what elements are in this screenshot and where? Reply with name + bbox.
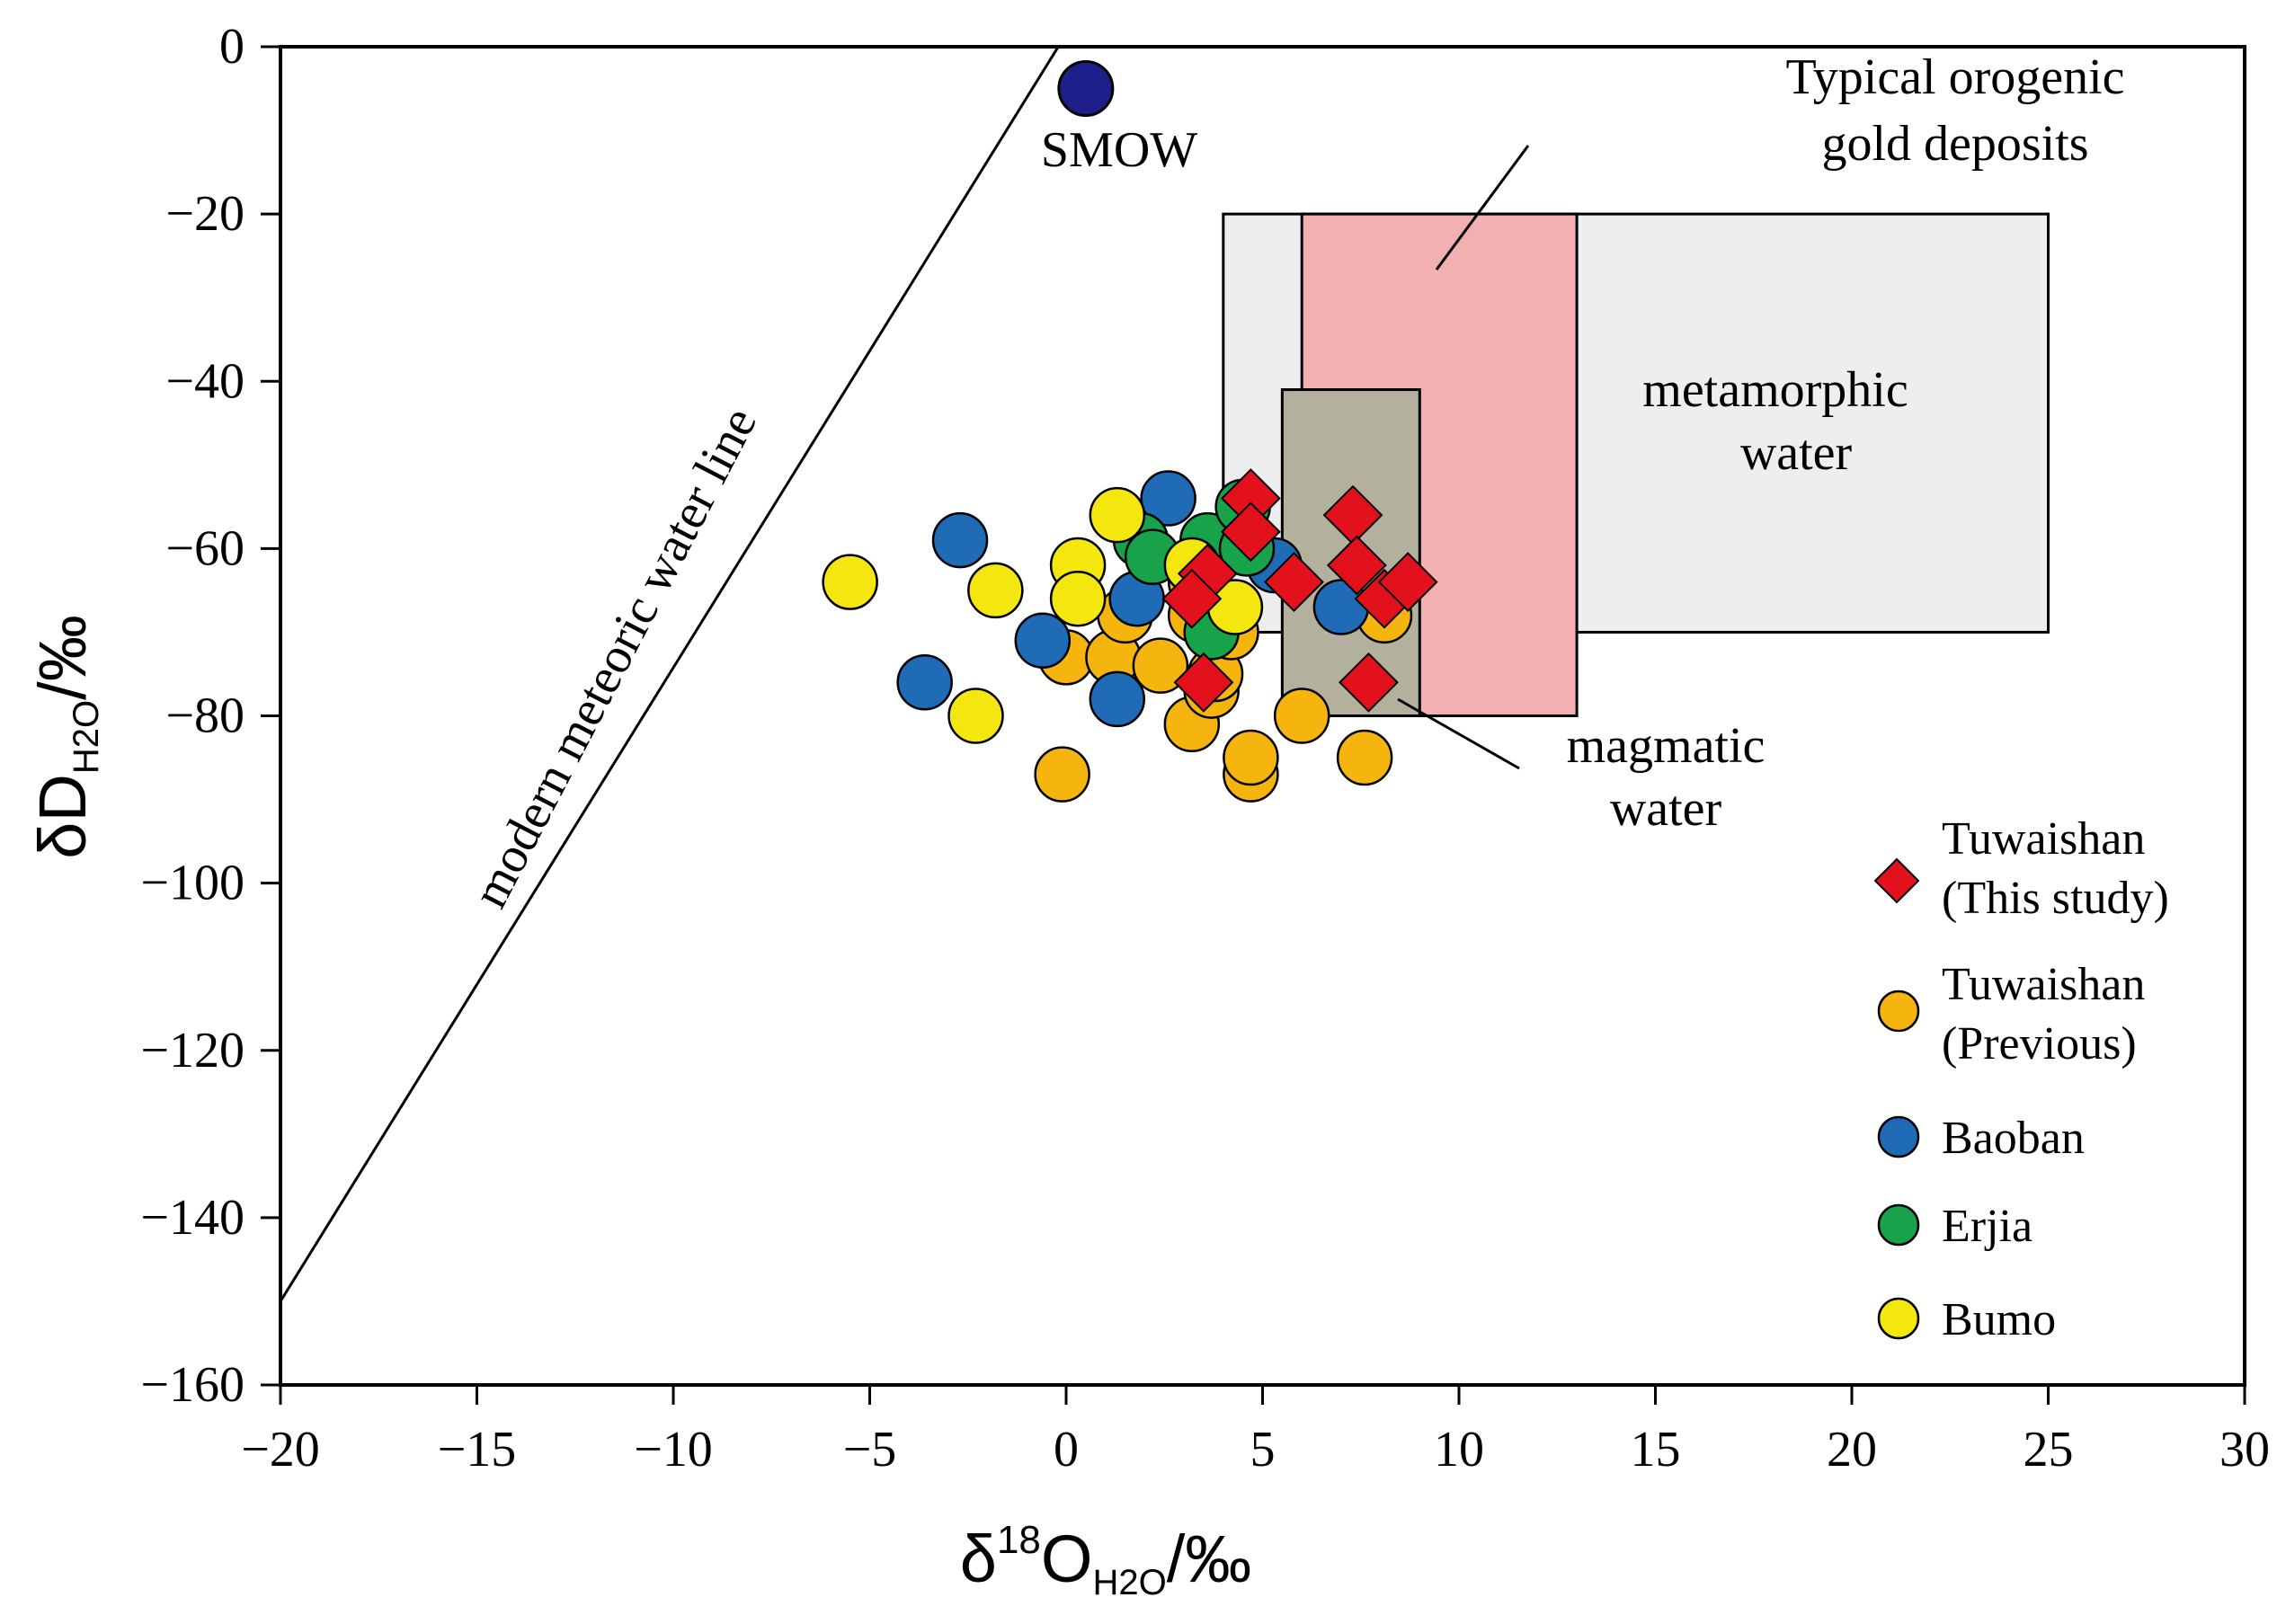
metamorphic-water-label-line2: water <box>1740 425 1853 481</box>
orogenic-gold-leader-line <box>1435 145 1530 271</box>
legend-label: Tuwaishan <box>1942 813 2145 865</box>
legend-marker <box>1877 1297 1920 1340</box>
x-tick-label: 5 <box>1250 1422 1276 1478</box>
data-point <box>1326 535 1387 596</box>
regions-layer <box>1222 212 2050 717</box>
x-axis: −20 −15 −10 −5 0 5 10 15 20 25 30 <box>241 1385 2270 1478</box>
y-tick-label: −140 <box>140 1190 245 1246</box>
y-tick-label: −40 <box>165 353 245 409</box>
legend-marker <box>1873 857 1920 904</box>
x-tick-label: 20 <box>1827 1422 1877 1478</box>
magmatic-water-label-line2: water <box>1610 781 1722 837</box>
data-point <box>1273 688 1330 744</box>
x-tick-label: 0 <box>1054 1422 1079 1478</box>
legend-entry: Tuwaishan (Previous) <box>1877 959 2145 1069</box>
x-tick-label: 30 <box>2219 1422 2270 1478</box>
data-point <box>947 688 1004 744</box>
data-point <box>1132 637 1189 694</box>
smow-point <box>1057 60 1115 118</box>
x-tick-label: −10 <box>634 1422 713 1478</box>
magmatic-water-leader-line <box>1397 697 1520 770</box>
orogenic-gold-label-line1: Typical orogenic <box>1785 49 2124 105</box>
legend-label: Erjia <box>1942 1201 2032 1252</box>
legend-entry: Erjia <box>1877 1201 2032 1252</box>
data-point <box>1034 746 1090 803</box>
y-tick-label: −160 <box>140 1357 245 1413</box>
magmatic-water-label-line1: magmatic <box>1567 718 1766 774</box>
data-point <box>1161 568 1223 629</box>
legend-label: Bumo <box>1942 1294 2056 1345</box>
region-labels: Typical orogenic gold deposits metamorph… <box>1567 49 2125 837</box>
x-tick-label: 10 <box>1434 1422 1484 1478</box>
y-axis-title: δDH2O/‰ <box>25 615 106 858</box>
y-axis: 0 −20 −40 −60 −80 −100 −120 −140 −160 <box>140 19 280 1413</box>
data-point <box>1089 486 1146 544</box>
legend: Tuwaishan (This study) Tuwaishan (Previous)… <box>1873 813 2169 1345</box>
metamorphic-water-label-line1: metamorphic <box>1642 362 1908 418</box>
x-tick-label: −15 <box>438 1422 517 1478</box>
y-tick-label: −120 <box>140 1023 245 1078</box>
legend-label: (This study) <box>1942 873 2169 924</box>
meteoric-water-line <box>280 47 1060 1302</box>
series-4 <box>1161 468 1438 713</box>
data-point <box>931 511 989 569</box>
legend-marker <box>1877 1115 1920 1158</box>
data-point <box>1223 729 1279 786</box>
x-axis-title: δ18OH2O/‰ <box>960 1518 1252 1602</box>
points-layer <box>822 60 1438 803</box>
data-point <box>1014 612 1072 669</box>
data-point <box>1089 670 1146 728</box>
legend-entry: Baoban <box>1877 1113 2085 1164</box>
x-tick-label: 15 <box>1631 1422 1681 1478</box>
data-point <box>1220 501 1281 563</box>
data-point <box>1264 552 1324 613</box>
data-point <box>896 654 953 711</box>
legend-entry: Tuwaishan (This study) <box>1873 813 2169 924</box>
reference-layer <box>280 47 1060 1302</box>
y-tick-label: −100 <box>140 856 245 911</box>
legend-entry: Bumo <box>1877 1294 2056 1345</box>
legend-label: Tuwaishan <box>1942 959 2145 1010</box>
legend-label: Baoban <box>1942 1113 2085 1164</box>
data-point <box>1140 470 1196 527</box>
data-point <box>1173 652 1234 713</box>
data-point <box>967 562 1024 619</box>
x-tick-label: −5 <box>843 1422 897 1478</box>
smow-label: SMOW <box>1041 122 1197 178</box>
x-tick-label: −20 <box>241 1422 320 1478</box>
x-tick-label: 25 <box>2024 1422 2074 1478</box>
legend-marker <box>1877 1203 1920 1247</box>
data-point <box>822 554 878 610</box>
legend-marker <box>1877 989 1920 1033</box>
y-tick-label: −60 <box>165 520 245 576</box>
series-3 <box>822 486 1264 744</box>
y-tick-label: 0 <box>219 19 245 75</box>
y-tick-label: −20 <box>165 186 245 242</box>
data-point <box>1049 570 1107 627</box>
data-point <box>1339 652 1399 713</box>
legend-label: (Previous) <box>1942 1018 2137 1069</box>
orogenic-gold-label-line2: gold deposits <box>1821 116 2088 172</box>
y-tick-label: −80 <box>165 688 245 744</box>
data-point <box>1336 729 1393 786</box>
data-point <box>1377 552 1438 613</box>
